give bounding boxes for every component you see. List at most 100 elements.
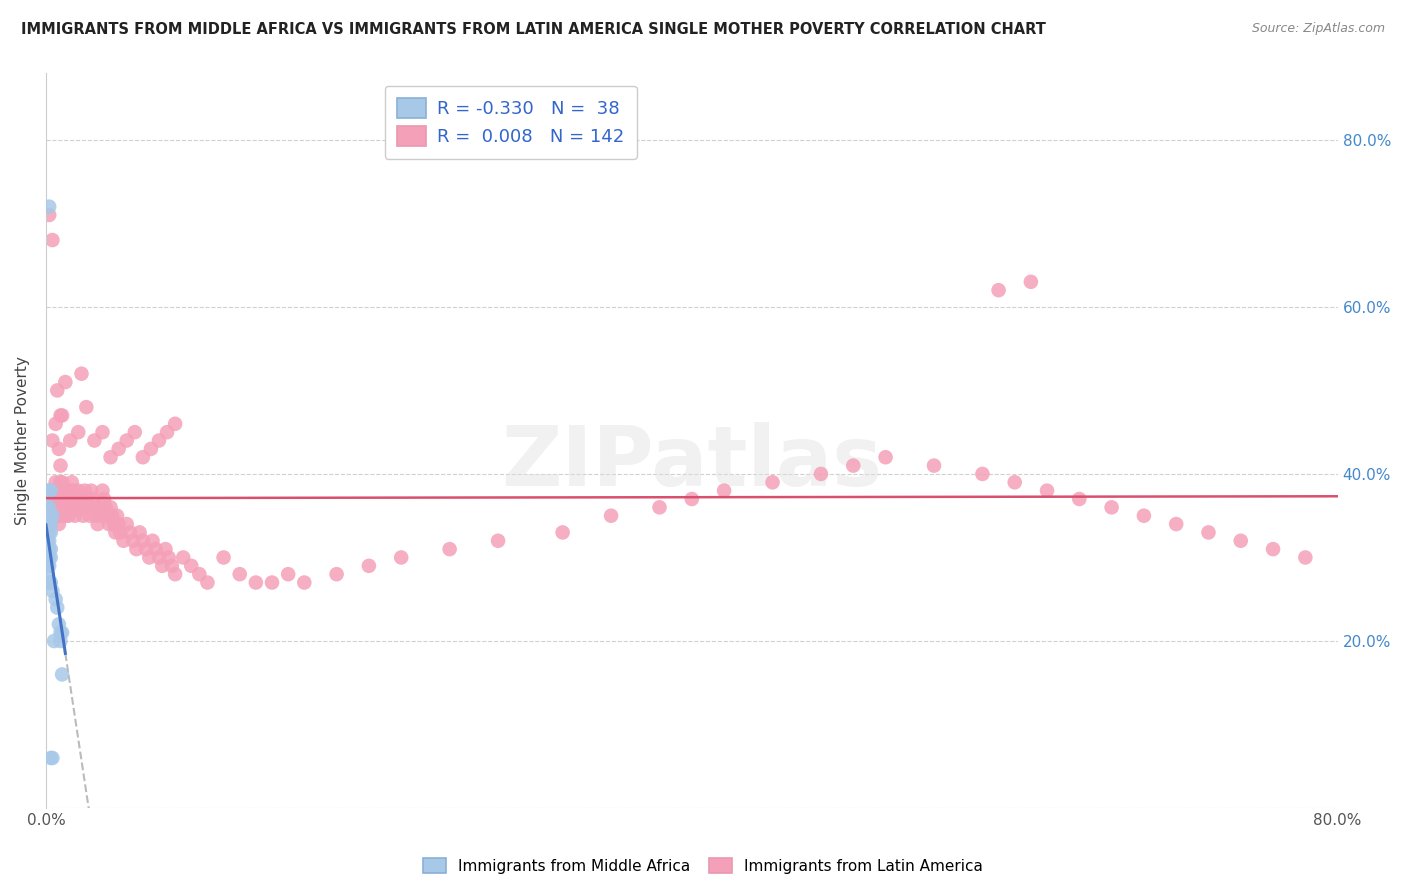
Point bbox=[91, 425, 114, 440]
Point bbox=[1198, 525, 1220, 540]
Point bbox=[122, 533, 145, 548]
Legend: R = -0.330   N =  38, R =  0.008   N = 142: R = -0.330 N = 38, R = 0.008 N = 142 bbox=[385, 86, 637, 159]
Point bbox=[94, 500, 117, 515]
Point bbox=[38, 533, 60, 548]
Point bbox=[45, 592, 67, 607]
Point bbox=[38, 550, 60, 565]
Point bbox=[42, 483, 65, 498]
Text: Source: ZipAtlas.com: Source: ZipAtlas.com bbox=[1251, 22, 1385, 36]
Point bbox=[648, 500, 671, 515]
Point bbox=[70, 367, 93, 381]
Legend: Immigrants from Middle Africa, Immigrants from Latin America: Immigrants from Middle Africa, Immigrant… bbox=[418, 852, 988, 880]
Point bbox=[1036, 483, 1059, 498]
Point bbox=[172, 550, 194, 565]
Point bbox=[155, 542, 177, 557]
Point bbox=[42, 500, 65, 515]
Point bbox=[180, 558, 202, 573]
Point bbox=[972, 467, 994, 481]
Point bbox=[53, 508, 76, 523]
Point bbox=[104, 525, 127, 540]
Point bbox=[60, 491, 83, 506]
Point bbox=[37, 558, 59, 573]
Point bbox=[59, 500, 82, 515]
Point bbox=[1101, 500, 1123, 515]
Point bbox=[48, 442, 70, 456]
Point bbox=[49, 409, 72, 423]
Point bbox=[110, 525, 132, 540]
Point bbox=[58, 508, 80, 523]
Point bbox=[39, 542, 62, 557]
Point bbox=[125, 542, 148, 557]
Point bbox=[112, 533, 135, 548]
Point bbox=[91, 483, 114, 498]
Point bbox=[38, 575, 60, 590]
Point bbox=[97, 517, 120, 532]
Point bbox=[1261, 542, 1284, 557]
Point bbox=[100, 500, 122, 515]
Point bbox=[39, 525, 62, 540]
Point bbox=[1019, 275, 1042, 289]
Point bbox=[148, 550, 170, 565]
Point bbox=[37, 483, 59, 498]
Point bbox=[63, 508, 86, 523]
Point bbox=[37, 550, 59, 565]
Point bbox=[132, 533, 155, 548]
Point bbox=[51, 667, 73, 681]
Point bbox=[228, 567, 250, 582]
Point bbox=[165, 417, 187, 431]
Point bbox=[38, 500, 60, 515]
Point bbox=[38, 200, 60, 214]
Point bbox=[41, 583, 63, 598]
Point bbox=[56, 483, 79, 498]
Point bbox=[118, 525, 141, 540]
Point bbox=[49, 458, 72, 473]
Point bbox=[49, 625, 72, 640]
Point bbox=[277, 567, 299, 582]
Point bbox=[39, 508, 62, 523]
Point bbox=[51, 508, 73, 523]
Point bbox=[48, 617, 70, 632]
Point bbox=[141, 533, 163, 548]
Point bbox=[212, 550, 235, 565]
Point bbox=[46, 600, 69, 615]
Point bbox=[49, 634, 72, 648]
Point bbox=[41, 508, 63, 523]
Point bbox=[39, 483, 62, 498]
Point bbox=[41, 491, 63, 506]
Point bbox=[39, 500, 62, 515]
Point bbox=[39, 550, 62, 565]
Point bbox=[1166, 517, 1188, 532]
Point bbox=[128, 525, 150, 540]
Point bbox=[681, 491, 703, 506]
Point bbox=[875, 450, 897, 465]
Point bbox=[139, 442, 162, 456]
Point bbox=[1004, 475, 1026, 490]
Point bbox=[38, 542, 60, 557]
Point bbox=[551, 525, 574, 540]
Point bbox=[135, 542, 157, 557]
Point bbox=[53, 375, 76, 389]
Point bbox=[58, 491, 80, 506]
Point bbox=[107, 442, 129, 456]
Point bbox=[79, 508, 101, 523]
Y-axis label: Single Mother Poverty: Single Mother Poverty bbox=[15, 356, 30, 525]
Point bbox=[486, 533, 509, 548]
Point bbox=[77, 500, 100, 515]
Point bbox=[49, 491, 72, 506]
Point bbox=[93, 491, 115, 506]
Point bbox=[37, 567, 59, 582]
Point bbox=[1133, 508, 1156, 523]
Point bbox=[46, 508, 69, 523]
Point bbox=[357, 558, 380, 573]
Point bbox=[245, 575, 267, 590]
Point bbox=[39, 575, 62, 590]
Point bbox=[39, 517, 62, 532]
Point bbox=[62, 483, 84, 498]
Point bbox=[38, 208, 60, 222]
Point bbox=[107, 517, 129, 532]
Point bbox=[325, 567, 347, 582]
Point bbox=[105, 508, 128, 523]
Point bbox=[115, 434, 138, 448]
Point bbox=[37, 542, 59, 557]
Point bbox=[56, 500, 79, 515]
